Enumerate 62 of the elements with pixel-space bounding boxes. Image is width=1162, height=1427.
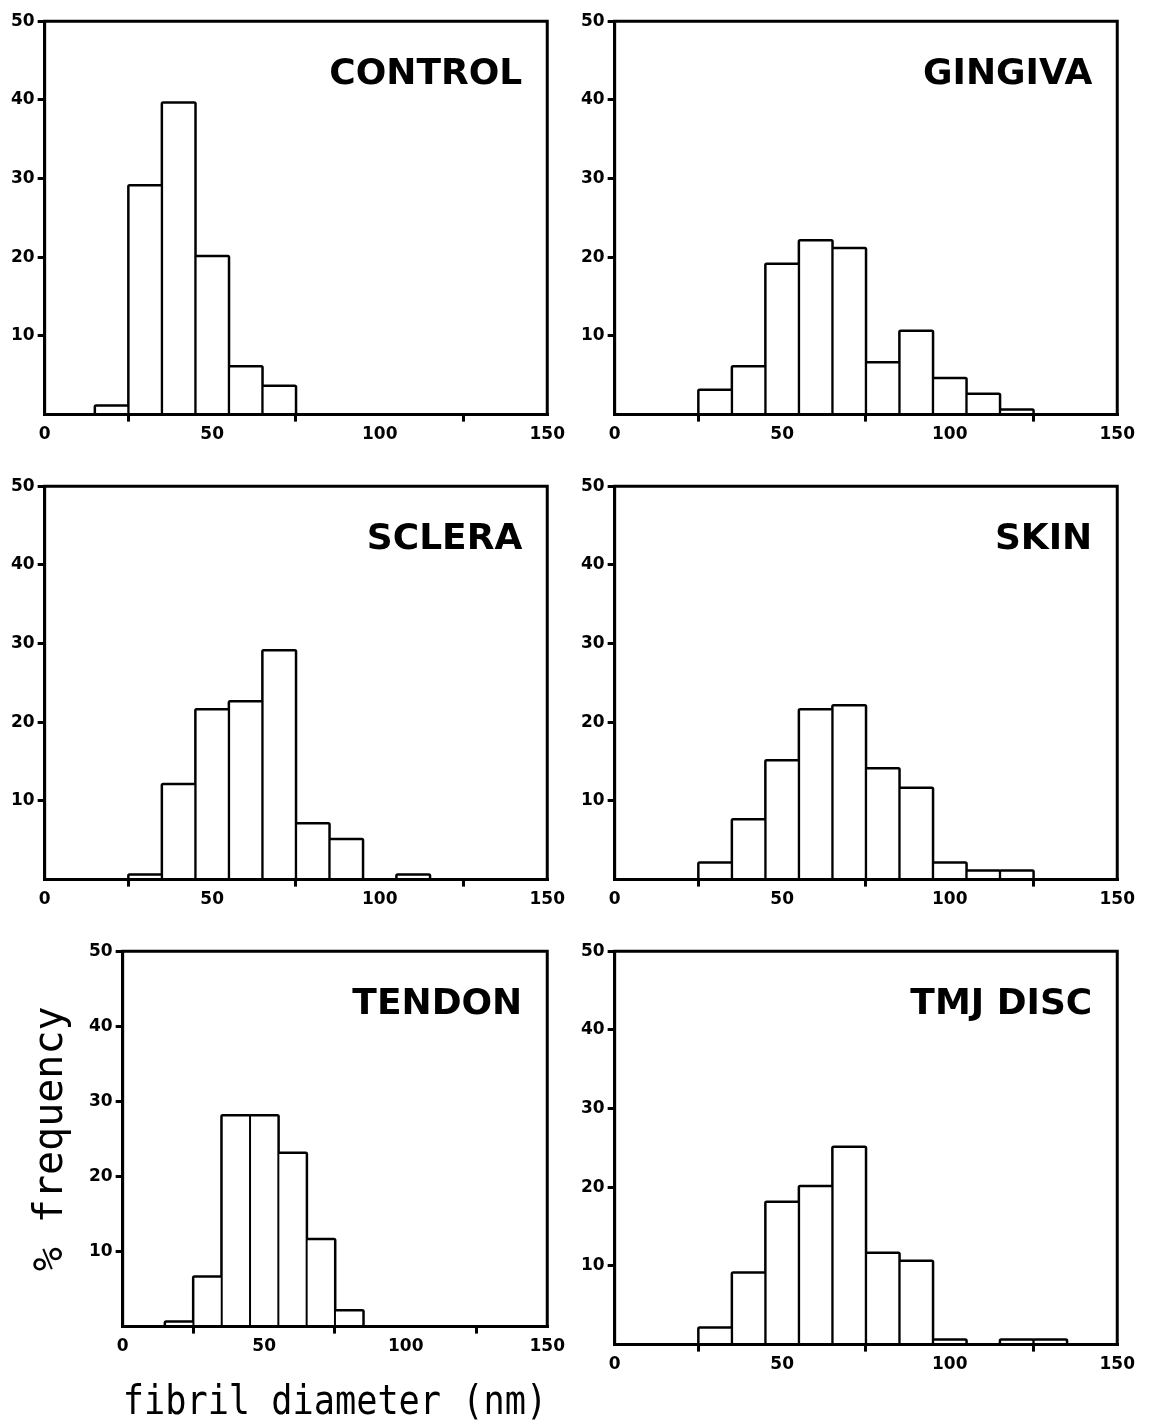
- x-tick-label: 150: [529, 888, 566, 909]
- x-tick-label: 50: [252, 1335, 277, 1356]
- y-tick-label: 40: [580, 553, 605, 574]
- text: CONTROL: [329, 50, 523, 92]
- x-tick-label: 150: [1099, 888, 1136, 909]
- x-tick-label: 50: [200, 888, 225, 909]
- x-tick-label: 100: [931, 888, 968, 909]
- y-tick-label: 10: [580, 1254, 605, 1275]
- y-tick-label: 50: [580, 9, 605, 30]
- y-tick-label: 40: [10, 553, 35, 574]
- y-tick-label: 30: [10, 166, 35, 187]
- x-tick-label: 100: [361, 888, 398, 909]
- y-tick-label: 20: [580, 710, 605, 731]
- x-tick-label: 0: [608, 1353, 621, 1374]
- y-tick-label: 20: [580, 245, 605, 266]
- y-tick-label: 50: [580, 939, 605, 960]
- y-tick-label: 40: [88, 1014, 113, 1035]
- x-tick-label: 150: [529, 1335, 566, 1356]
- text: TENDON: [352, 980, 523, 1022]
- y-tick-label: 20: [10, 245, 35, 266]
- x-tick-label: 0: [116, 1335, 129, 1356]
- x-tick-label: 50: [770, 1353, 795, 1374]
- y-tick-label: 40: [580, 88, 605, 109]
- y-tick-label: 40: [580, 1018, 605, 1039]
- y-tick-label: 20: [580, 1175, 605, 1196]
- x-tick-label: 0: [38, 888, 51, 909]
- x-tick-label: 100: [361, 423, 398, 444]
- y-tick-label: 20: [10, 710, 35, 731]
- x-tick-label: 150: [1099, 423, 1136, 444]
- y-tick-label: 50: [88, 939, 113, 960]
- y-tick-label: 30: [88, 1089, 113, 1110]
- x-axis-title: fibril diameter (nm): [122, 1377, 548, 1424]
- y-tick-label: 10: [10, 324, 35, 345]
- x-tick-label: 100: [931, 423, 968, 444]
- y-tick-label: 10: [580, 789, 605, 810]
- x-tick-label: 150: [1099, 1353, 1136, 1374]
- text: SCLERA: [366, 515, 523, 557]
- y-tick-label: 40: [10, 88, 35, 109]
- y-tick-label: 30: [580, 166, 605, 187]
- y-tick-label: 50: [580, 474, 605, 495]
- text: GINGIVA: [922, 50, 1093, 92]
- y-tick-label: 30: [10, 631, 35, 652]
- x-tick-label: 50: [770, 888, 795, 909]
- x-tick-label: 50: [770, 423, 795, 444]
- x-tick-label: 150: [529, 423, 566, 444]
- y-axis-title: % frequency: [25, 1006, 72, 1272]
- x-tick-label: 50: [200, 423, 225, 444]
- x-tick-label: 0: [608, 888, 621, 909]
- y-tick-label: 10: [10, 789, 35, 810]
- y-tick-label: 50: [10, 474, 35, 495]
- x-tick-label: 100: [931, 1353, 968, 1374]
- y-tick-label: 10: [580, 324, 605, 345]
- x-tick-label: 0: [608, 423, 621, 444]
- y-tick-label: 30: [580, 631, 605, 652]
- x-tick-label: 100: [387, 1335, 424, 1356]
- x-tick-label: 0: [38, 423, 51, 444]
- y-tick-label: 30: [580, 1096, 605, 1117]
- y-tick-label: 50: [10, 9, 35, 30]
- y-tick-label: 20: [88, 1164, 113, 1185]
- y-tick-label: 10: [88, 1239, 113, 1260]
- text: SKIN: [994, 515, 1093, 557]
- text: TMJ DISC: [910, 980, 1093, 1022]
